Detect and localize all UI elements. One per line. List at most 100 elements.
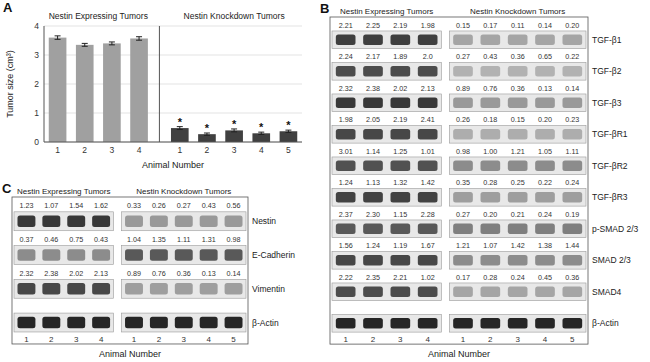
band-value: 0.28 (483, 178, 497, 187)
band-value: 0.15 (456, 21, 470, 30)
significance-star: * (205, 122, 210, 134)
band (508, 97, 528, 108)
band-value: 0.43 (202, 201, 216, 210)
blot-background (332, 188, 441, 206)
band (92, 216, 110, 227)
band-value: 0.65 (538, 52, 552, 61)
band (336, 34, 356, 45)
blot-border (330, 17, 588, 344)
x-tick-label: 5 (286, 145, 291, 155)
band-value: 2.30 (366, 210, 380, 219)
y-tick-label: 4 (34, 21, 39, 31)
band-value: 1.00 (483, 147, 497, 156)
x-tick-label: 4 (543, 335, 548, 344)
bar (49, 38, 67, 142)
band (480, 129, 500, 140)
band-value: 1.07 (483, 241, 497, 250)
band-value: 0.45 (538, 273, 552, 282)
band (200, 317, 218, 328)
x-tick-label: 1 (177, 145, 182, 155)
x-tick-label: 1 (461, 335, 466, 344)
band (225, 216, 243, 227)
significance-star: * (178, 116, 183, 128)
band (390, 160, 410, 171)
band-value: 2.0 (423, 52, 433, 61)
x-tick-label: 2 (205, 145, 210, 155)
band (363, 255, 383, 266)
band (480, 34, 500, 45)
band (42, 216, 60, 227)
band-value: 0.43 (94, 235, 108, 244)
row-label: SMAD4 (592, 287, 622, 297)
error-cap (82, 46, 88, 47)
band-value: 0.20 (483, 210, 497, 219)
blot-background (449, 251, 586, 269)
blot-background (332, 157, 441, 175)
band-value: 2.13 (421, 84, 435, 93)
band-value: 0.22 (565, 52, 579, 61)
band-value: 1.35 (152, 235, 166, 244)
band-value: 1.62 (94, 201, 108, 210)
band-value: 1.38 (538, 241, 552, 250)
blot-background (14, 246, 114, 265)
bars (49, 36, 297, 142)
band (17, 216, 35, 227)
band (508, 34, 528, 45)
bar (76, 45, 94, 142)
band-value: 2.25 (366, 21, 380, 30)
error-cap (258, 134, 264, 135)
bar (280, 131, 298, 142)
band (508, 318, 528, 329)
group-separator (159, 26, 160, 142)
band-value: 0.14 (538, 21, 552, 30)
band-value: 2.35 (366, 273, 380, 282)
error-cap (136, 36, 142, 37)
band (562, 318, 582, 329)
band-value: 1.24 (366, 241, 380, 250)
band-value: 1.02 (421, 273, 435, 282)
band (453, 97, 473, 108)
band (535, 66, 555, 77)
band (535, 34, 555, 45)
band-value: 2.37 (339, 210, 353, 219)
band-value: 0.76 (483, 84, 497, 93)
band-value: 1.89 (393, 52, 407, 61)
band (418, 97, 438, 108)
row-label: β-Actin (592, 318, 619, 328)
band-value: 2.19 (393, 115, 407, 124)
x-axis-label: Animal Number (99, 349, 161, 359)
band (480, 318, 500, 329)
band-value: 0.26 (456, 115, 470, 124)
band-value: 1.13 (366, 178, 380, 187)
band (125, 317, 143, 328)
blot-border (12, 197, 248, 344)
band (363, 34, 383, 45)
band (336, 160, 356, 171)
bar (103, 43, 121, 142)
band-value: 2.24 (339, 52, 353, 61)
band (92, 317, 110, 328)
band-value: 0.33 (127, 201, 141, 210)
row-label: TGF-β2 (592, 66, 622, 76)
band-value: 1.98 (339, 115, 353, 124)
row-label: TGF-βR2 (592, 161, 628, 171)
band-value: 3.01 (339, 147, 353, 156)
band (225, 249, 243, 260)
band (418, 192, 438, 203)
x-axis-label: Animal Number (428, 349, 490, 359)
band (390, 223, 410, 234)
band-value: 2.19 (393, 21, 407, 30)
error-bar (136, 37, 142, 40)
band (418, 318, 438, 329)
band-value: 0.36 (177, 269, 191, 278)
blot-background (449, 283, 586, 301)
band-value: 1.14 (366, 147, 380, 156)
band (418, 66, 438, 77)
grid-line (44, 26, 302, 27)
band-value: 0.36 (511, 84, 525, 93)
band-value: 1.98 (421, 21, 435, 30)
band (418, 34, 438, 45)
band (125, 249, 143, 260)
band-value: 1.15 (393, 210, 407, 219)
band (125, 216, 143, 227)
